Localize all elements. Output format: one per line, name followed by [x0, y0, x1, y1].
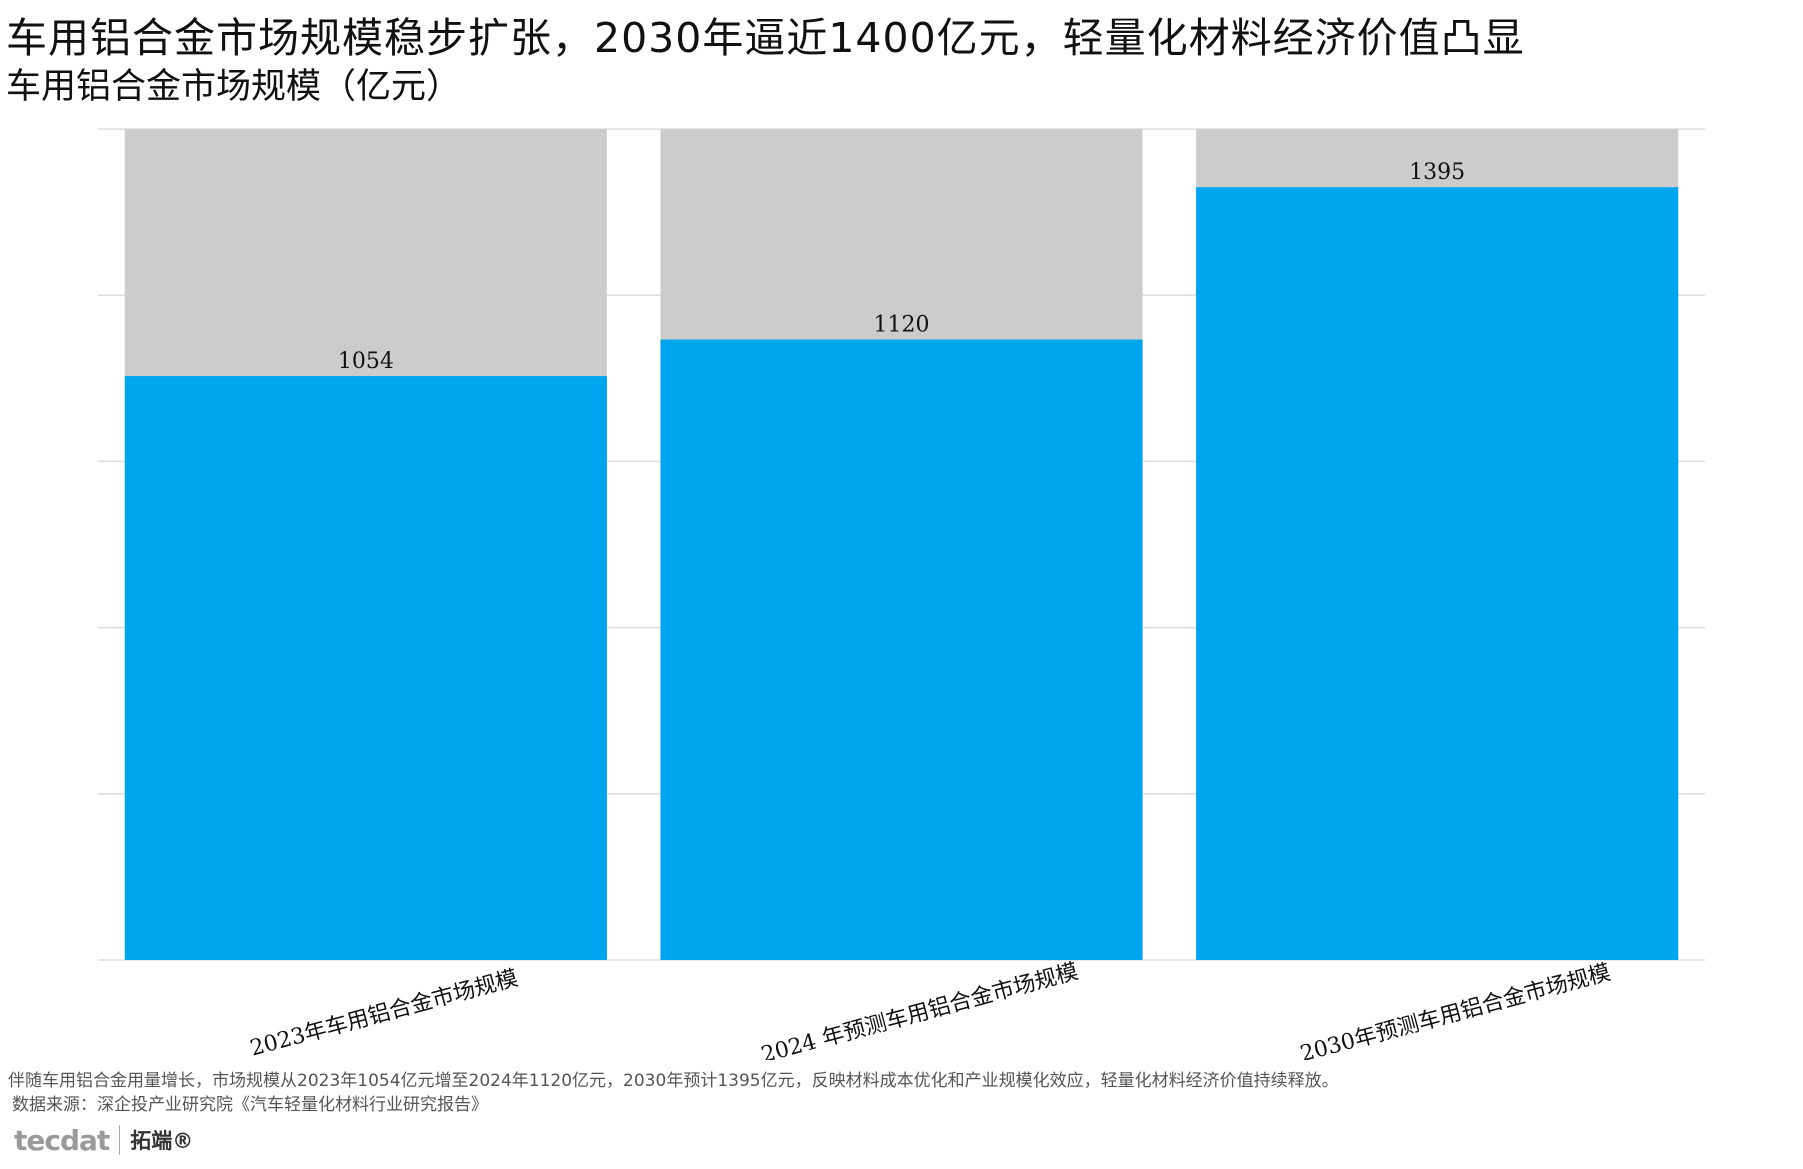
chart-subtitle: 车用铝合金市场规模（亿元）: [6, 67, 462, 107]
chart-title: 车用铝合金市场规模稳步扩张，2030年逼近1400亿元，轻量化材料经济价值凸显: [6, 14, 1525, 62]
logo-text-cn: 拓端®: [130, 1129, 194, 1153]
bar-chart: 1054 1120 1395 2023年车用铝合金市场规模 2024 年预测车用铝合金…: [98, 128, 1705, 1060]
bars: [124, 187, 1679, 961]
bar-3: [1196, 187, 1679, 961]
data-label-3: 1395: [1409, 160, 1465, 185]
brand-logo: tecdat 拓端®: [8, 1118, 194, 1166]
logo-text-en: tecdat: [8, 1123, 110, 1166]
bar-2: [660, 339, 1143, 960]
bar-1: [124, 376, 607, 961]
chart-note: 伴随车用铝合金用量增长，市场规模从2023年1054亿元增至2024年1120亿…: [8, 1071, 1339, 1091]
data-labels: 1054 1120 1395: [338, 160, 1465, 374]
logo-en-label: tecdat: [14, 1123, 110, 1157]
logo-divider: [119, 1125, 121, 1155]
x-tick-labels: 2023年车用铝合金市场规模 2024 年预测车用铝合金市场规模 2030年预测车用…: [248, 959, 1614, 1060]
data-label-1: 1054: [338, 349, 394, 374]
x-tick-label-2: 2024 年预测车用铝合金市场规模: [759, 959, 1081, 1060]
data-source: 数据来源：深企投产业研究院《汽车轻量化材料行业研究报告》: [12, 1095, 488, 1115]
data-label-2: 1120: [874, 313, 930, 338]
x-tick-label-1: 2023年车用铝合金市场规模: [248, 966, 521, 1060]
x-tick-label-3: 2030年预测车用铝合金市场规模: [1298, 960, 1614, 1060]
